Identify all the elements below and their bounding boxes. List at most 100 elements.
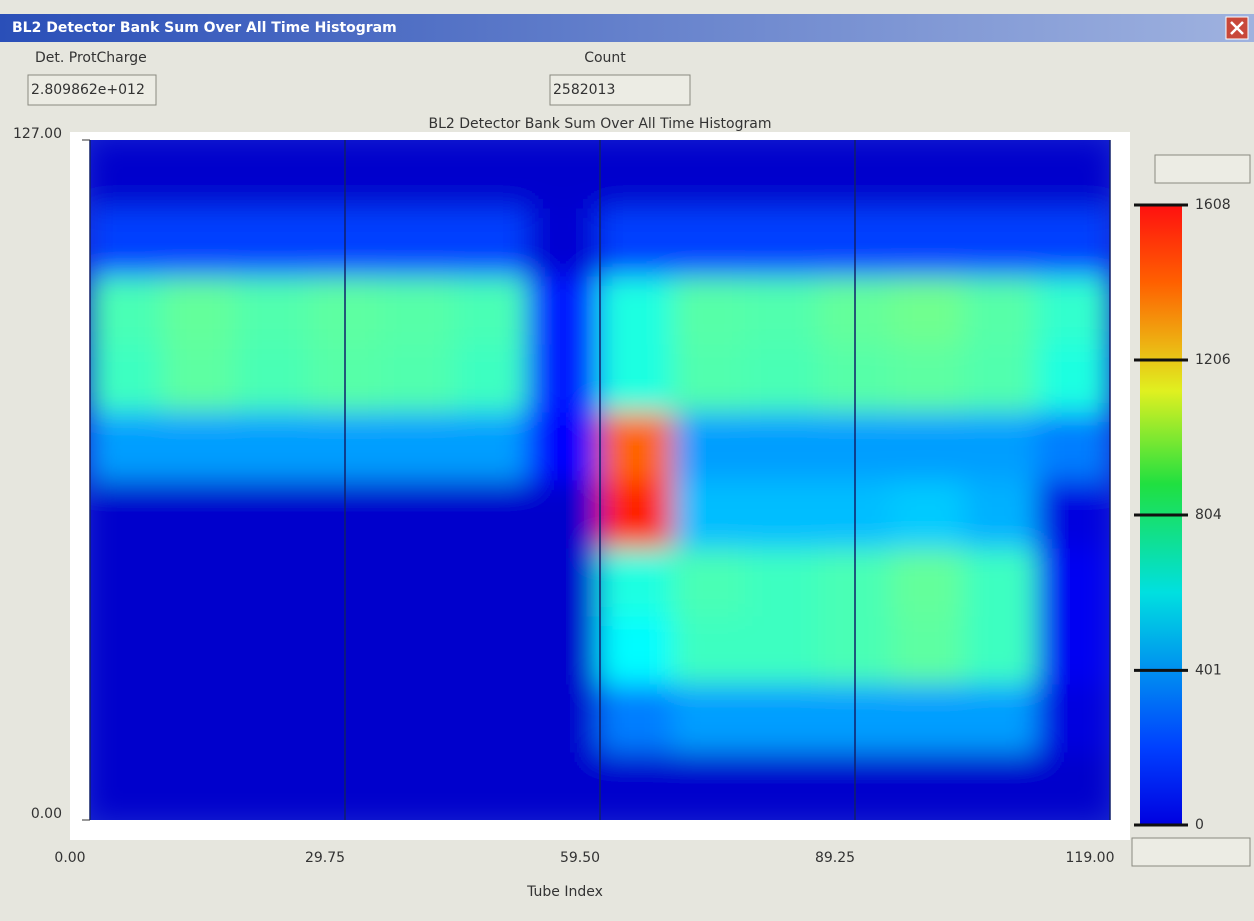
heat-cell <box>672 140 746 209</box>
heat-cell <box>672 752 746 821</box>
y-tick-label: 0.00 <box>31 806 62 822</box>
heat-cell <box>454 276 528 345</box>
heat-cell <box>381 548 455 617</box>
heat-cell <box>90 480 164 549</box>
heat-cell <box>381 208 455 277</box>
heat-cell <box>964 412 1038 481</box>
heat-cell <box>235 752 309 821</box>
heat-cell <box>235 480 309 549</box>
heat-cell <box>964 344 1038 413</box>
heat-cell <box>600 140 674 209</box>
x-tick-label: 0.00 <box>54 850 85 866</box>
heat-cell <box>964 480 1038 549</box>
heat-cell <box>964 752 1038 821</box>
heat-cell <box>745 480 819 549</box>
heat-cell <box>745 344 819 413</box>
heat-cell <box>90 208 164 277</box>
heat-cell <box>1037 548 1111 617</box>
heat-cell <box>162 140 236 209</box>
heat-cell <box>891 684 965 753</box>
heat-cell <box>90 616 164 685</box>
heat-cell <box>600 412 674 481</box>
field-label: Det. ProtCharge <box>35 50 147 66</box>
colorbar-field[interactable] <box>1155 155 1250 183</box>
colorbar-field[interactable] <box>1132 838 1250 866</box>
heat-cell <box>527 548 601 617</box>
heat-cell <box>90 752 164 821</box>
heat-cell <box>527 752 601 821</box>
heat-cell <box>1037 480 1111 549</box>
heat-cell <box>600 684 674 753</box>
heat-cell <box>454 548 528 617</box>
heat-cell <box>1037 412 1111 481</box>
heat-cell <box>672 276 746 345</box>
heat-cell <box>891 616 965 685</box>
heat-cell <box>600 752 674 821</box>
heat-cell <box>90 548 164 617</box>
heat-cell <box>1037 752 1111 821</box>
heat-cell <box>964 616 1038 685</box>
heat-cell <box>745 752 819 821</box>
heat-cell <box>891 412 965 481</box>
heat-cell <box>381 616 455 685</box>
x-axis-label: Tube Index <box>526 884 603 900</box>
field-label: Count <box>584 50 626 66</box>
heat-cell <box>381 684 455 753</box>
heat-cell <box>1037 208 1111 277</box>
heat-cell <box>891 548 965 617</box>
heat-cell <box>1037 140 1111 209</box>
heat-cell <box>162 480 236 549</box>
heat-cell <box>891 344 965 413</box>
heat-cell <box>600 480 674 549</box>
heat-cell <box>672 684 746 753</box>
heat-cell <box>90 276 164 345</box>
heat-cell <box>454 684 528 753</box>
heat-cell <box>162 752 236 821</box>
page: BL2 Detector Bank Sum Over All Time Hist… <box>0 0 1254 921</box>
heat-cell <box>162 276 236 345</box>
heat-cell <box>1037 276 1111 345</box>
colorbar-tick-label: 1206 <box>1195 352 1231 368</box>
heat-cell <box>891 752 965 821</box>
heat-cell <box>454 752 528 821</box>
heat-cell <box>454 208 528 277</box>
heat-cell <box>600 276 674 345</box>
heat-cell <box>745 616 819 685</box>
heat-cell <box>381 480 455 549</box>
heat-cell <box>891 480 965 549</box>
heat-cell <box>90 684 164 753</box>
y-tick-label: 127.00 <box>13 126 62 142</box>
heat-cell <box>235 344 309 413</box>
heat-cell <box>600 616 674 685</box>
heat-cell <box>235 276 309 345</box>
colorbar-tick-label: 401 <box>1195 662 1222 678</box>
heat-cell <box>381 752 455 821</box>
heat-cell <box>162 616 236 685</box>
heat-cell <box>454 344 528 413</box>
heat-cell <box>672 480 746 549</box>
heat-cell <box>90 412 164 481</box>
colorbar-tick-label: 1608 <box>1195 197 1231 213</box>
heat-cell <box>527 140 601 209</box>
heat-cell <box>964 684 1038 753</box>
x-tick-label: 119.00 <box>1066 850 1115 866</box>
heat-cell <box>527 684 601 753</box>
heat-cell <box>964 140 1038 209</box>
window-title: BL2 Detector Bank Sum Over All Time Hist… <box>12 20 397 36</box>
heat-cell <box>600 208 674 277</box>
heat-cell <box>235 616 309 685</box>
heat-cell <box>745 208 819 277</box>
heat-cell <box>162 208 236 277</box>
heat-cell <box>527 616 601 685</box>
heat-cell <box>381 344 455 413</box>
heat-cell <box>527 344 601 413</box>
heat-cell <box>964 548 1038 617</box>
heat-cell <box>454 412 528 481</box>
heat-cell <box>672 344 746 413</box>
heat-cell <box>672 548 746 617</box>
x-tick-label: 59.50 <box>560 850 600 866</box>
heat-cell <box>745 548 819 617</box>
heat-cell <box>454 140 528 209</box>
heat-cell <box>454 480 528 549</box>
heat-cell <box>381 140 455 209</box>
